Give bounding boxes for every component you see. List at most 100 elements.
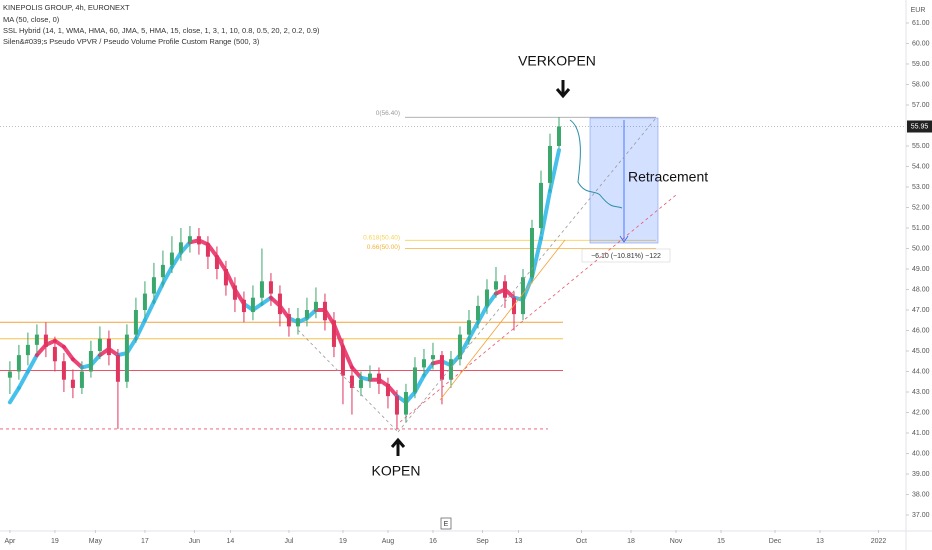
y-tick-label: 51.00 — [912, 225, 930, 232]
x-tick-label: 18 — [627, 538, 635, 545]
x-tick-label: Oct — [576, 538, 587, 545]
candle-body — [34, 334, 39, 345]
candle-body — [124, 334, 129, 382]
x-tick-label: 16 — [429, 538, 437, 545]
candle-body — [214, 256, 219, 269]
measure-arrow — [619, 235, 629, 243]
y-tick-label: 52.00 — [912, 204, 930, 211]
x-tick-label: Jun — [189, 538, 200, 545]
candle-body — [466, 320, 471, 335]
candle-body — [88, 351, 93, 372]
candle-body — [295, 318, 300, 327]
candle-body — [547, 145, 552, 183]
ssl-segment — [466, 320, 480, 341]
candle-body — [7, 371, 12, 378]
candle-body — [493, 281, 498, 290]
candle-body — [394, 396, 399, 415]
candle-body — [439, 355, 444, 380]
legend-title: KINEPOLIS GROUP, 4h, EURONEXT — [3, 3, 130, 12]
y-tick-label: 39.00 — [912, 471, 930, 478]
candle-body — [520, 277, 525, 315]
y-tick-label: 37.00 — [912, 512, 930, 519]
measure-label: −6.10 (−10.81%) −122 — [591, 253, 661, 260]
x-tick-label: 2022 — [871, 538, 887, 545]
x-tick-label: Dec — [769, 538, 782, 545]
y-tick-label: 38.00 — [912, 491, 930, 498]
y-tick-label: 42.00 — [912, 409, 930, 416]
candle-body — [313, 301, 318, 311]
y-tick-label: 44.00 — [912, 368, 930, 375]
candle-body — [178, 242, 183, 253]
y-tick-label: 48.00 — [912, 286, 930, 293]
y-tick-label: 41.00 — [912, 430, 930, 437]
x-tick-label: Sep — [476, 538, 489, 545]
x-tick-label: Apr — [4, 538, 16, 545]
x-tick-label: Aug — [382, 538, 395, 545]
candle-body — [502, 281, 507, 298]
legend-line: MA (50, close, 0) — [3, 15, 60, 24]
x-tick-label: 15 — [717, 538, 725, 545]
y-tick-label: 46.00 — [912, 327, 930, 334]
ssl-segment — [547, 148, 561, 194]
ssl-segment — [421, 361, 435, 378]
candle-body — [349, 375, 354, 388]
y-tick-label: 50.00 — [912, 245, 930, 252]
candle-body — [250, 297, 255, 313]
x-tick-label: 14 — [227, 538, 235, 545]
candle-body — [277, 293, 282, 315]
ssl-segment — [349, 365, 363, 380]
currency-label: EUR — [911, 7, 926, 14]
candle-body — [556, 126, 561, 146]
candle-body — [304, 310, 309, 319]
candle-body — [376, 373, 381, 384]
x-tick-label: 13 — [515, 538, 523, 545]
candle-body — [196, 236, 201, 245]
ssl-segment — [70, 357, 84, 370]
candle-body — [340, 346, 345, 376]
candle-body — [457, 334, 462, 360]
x-tick-label: Nov — [670, 538, 683, 545]
candle-body — [142, 293, 147, 311]
candle-body — [43, 334, 48, 347]
y-tick-label: 55.00 — [912, 143, 930, 150]
candle-body — [16, 355, 21, 372]
ma-hint — [439, 239, 566, 401]
candle-body — [421, 359, 426, 368]
candle-body — [403, 392, 408, 415]
ssl-segment — [7, 385, 21, 405]
y-tick-label: 58.00 — [912, 81, 930, 88]
candle-body — [484, 289, 489, 306]
ssl-segment — [142, 299, 156, 323]
y-tick-label: 53.00 — [912, 184, 930, 191]
measure-label-bg — [581, 248, 671, 263]
candle-body — [187, 236, 192, 243]
x-tick-label: 19 — [51, 538, 59, 545]
candle-body — [241, 299, 246, 313]
fib-label: 0.618(50.40) — [363, 235, 400, 242]
buy-label: KOPEN — [371, 463, 420, 479]
x-tick-label: 17 — [141, 538, 149, 545]
fib-label: 0(56.40) — [376, 110, 400, 117]
y-tick-label: 49.00 — [912, 266, 930, 273]
candle-body — [205, 244, 210, 257]
candle-body — [106, 338, 111, 356]
buy-arrow — [390, 437, 406, 456]
footer-icon: E — [444, 521, 449, 528]
candle-body — [79, 371, 84, 388]
retracement-label: Retracement — [628, 169, 708, 185]
candle-body — [25, 344, 30, 356]
main-layer — [7, 117, 561, 429]
ssl-segment — [133, 318, 147, 341]
ssl-segment — [25, 353, 39, 374]
candle-body — [259, 281, 264, 298]
y-tick-label: 40.00 — [912, 450, 930, 457]
legend-line: SSL Hybrid (14, 1, WMA, HMA, 60, JMA, 5,… — [3, 26, 320, 35]
footer-icon-box — [440, 517, 452, 530]
candle-body — [223, 268, 228, 286]
last-price-box — [907, 120, 932, 133]
candle-body — [322, 301, 327, 321]
candle-body — [133, 310, 138, 335]
legend-line: Silen&#039;s Pseudo VPVR / Pseudo Volume… — [3, 37, 260, 46]
